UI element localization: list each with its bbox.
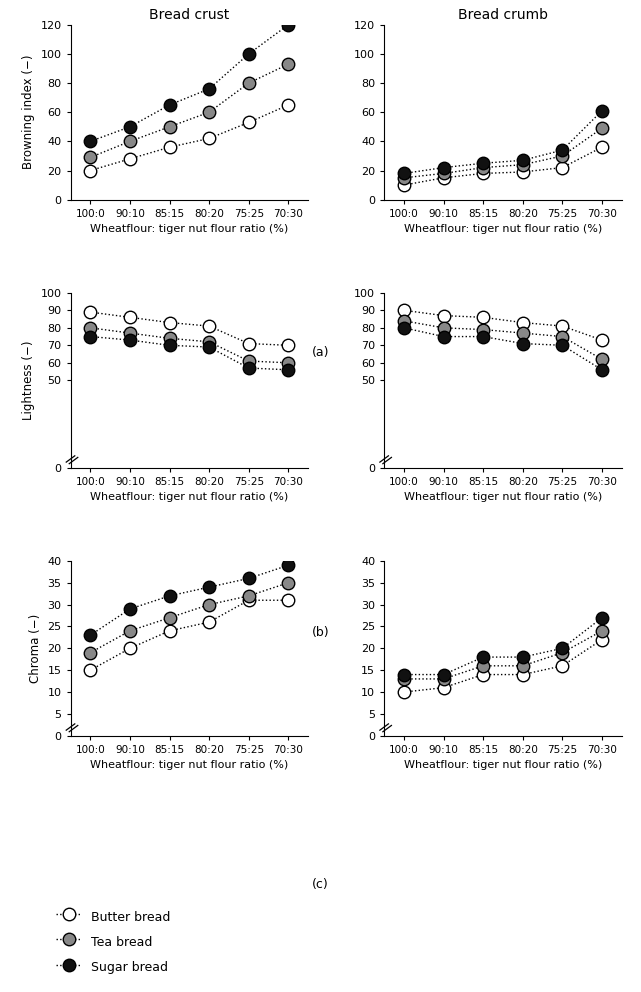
Y-axis label: Browning index (−): Browning index (−) <box>22 55 35 170</box>
Text: (b): (b) <box>312 626 329 640</box>
Y-axis label: Lightness (−): Lightness (−) <box>22 340 35 420</box>
Legend: Butter bread, Tea bread, Sugar bread: Butter bread, Tea bread, Sugar bread <box>51 903 176 981</box>
Title: Bread crumb: Bread crumb <box>458 8 548 22</box>
X-axis label: Wheatflour: tiger nut flour ratio (%): Wheatflour: tiger nut flour ratio (%) <box>404 224 602 234</box>
X-axis label: Wheatflour: tiger nut flour ratio (%): Wheatflour: tiger nut flour ratio (%) <box>90 492 288 502</box>
Text: (c): (c) <box>312 878 329 892</box>
Y-axis label: Chroma (−): Chroma (−) <box>29 614 42 682</box>
X-axis label: Wheatflour: tiger nut flour ratio (%): Wheatflour: tiger nut flour ratio (%) <box>90 760 288 771</box>
X-axis label: Wheatflour: tiger nut flour ratio (%): Wheatflour: tiger nut flour ratio (%) <box>404 492 602 502</box>
X-axis label: Wheatflour: tiger nut flour ratio (%): Wheatflour: tiger nut flour ratio (%) <box>90 224 288 234</box>
Title: Bread crust: Bread crust <box>149 8 229 22</box>
X-axis label: Wheatflour: tiger nut flour ratio (%): Wheatflour: tiger nut flour ratio (%) <box>404 760 602 771</box>
Text: (a): (a) <box>312 345 329 359</box>
